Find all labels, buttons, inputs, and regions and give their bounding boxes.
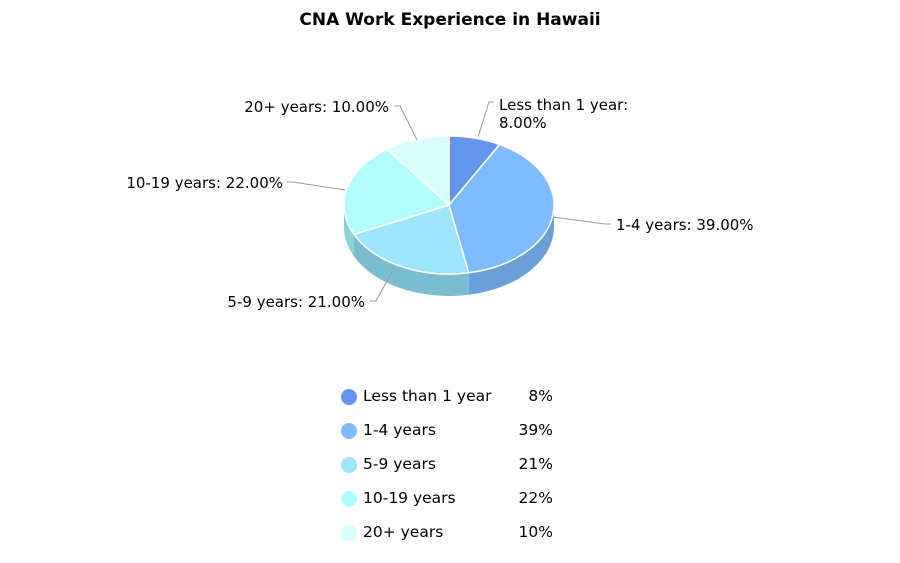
legend-item-20-years[interactable]: 20+ years 10% [341, 522, 581, 556]
legend-swatch [341, 491, 357, 507]
slice-label-10-19-years: 10-19 years: 22.00% [126, 174, 283, 192]
legend-label: 10-19 years [363, 489, 456, 507]
pie-slice-1-4-years[interactable] [448, 143, 555, 274]
legend-item-less-than-1-year[interactable]: Less than 1 year 8% [341, 386, 581, 420]
legend-value: 22% [518, 489, 553, 507]
legend-label: 20+ years [363, 523, 444, 541]
pie-slice-5-9-years[interactable] [353, 204, 470, 275]
legend-item-5-9-years[interactable]: 5-9 years 21% [341, 454, 581, 488]
pie-side-10-19-years [344, 205, 354, 257]
legend-item-1-4-years[interactable]: 1-4 years 39% [341, 420, 581, 454]
leader-line-10-19-years [287, 181, 346, 191]
legend-swatch [341, 457, 357, 473]
pie-top-layer [343, 135, 555, 275]
legend-value: 21% [518, 455, 553, 473]
legend-label: 5-9 years [363, 455, 436, 473]
pie-side-1-4-years [468, 205, 554, 295]
pie-slice-10-19-years[interactable] [343, 148, 450, 236]
legend-value: 10% [518, 523, 553, 541]
chart-title: CNA Work Experience in Hawaii [299, 10, 601, 30]
slice-labels: Less than 1 year: 8.00% 1-4 years: 39.00% 5… [126, 96, 753, 311]
legend-label: Less than 1 year [363, 387, 492, 405]
legend-label: 1-4 years [363, 421, 436, 439]
legend-value: 39% [518, 421, 553, 439]
legend-swatch [341, 389, 357, 405]
leader-line-1-4-years [552, 216, 611, 225]
legend: Less than 1 year 8% 1-4 years 39% 5-9 years 2… [341, 386, 581, 556]
leader-line-less-than-1-year [477, 101, 494, 138]
legend-value: 8% [528, 387, 553, 405]
pie-chart: Less than 1 year: 8.00% 1-4 years: 39.00% 5… [126, 96, 753, 311]
slice-label-5-9-years: 5-9 years: 21.00% [227, 293, 365, 311]
leader-line-20-years [394, 105, 418, 141]
slice-label-1-4-years: 1-4 years: 39.00% [616, 216, 754, 234]
legend-swatch [341, 525, 357, 541]
slice-label-less-than-1-year: Less than 1 year: 8.00% [499, 96, 628, 132]
leader-lines [287, 101, 611, 302]
pie-side-layer [344, 205, 554, 296]
pie-side-5-9-years [353, 234, 469, 296]
leader-line-5-9-years [370, 271, 393, 302]
legend-item-10-19-years[interactable]: 10-19 years 22% [341, 488, 581, 522]
slice-label-20-years: 20+ years: 10.00% [244, 98, 389, 116]
legend-swatch [341, 423, 357, 439]
